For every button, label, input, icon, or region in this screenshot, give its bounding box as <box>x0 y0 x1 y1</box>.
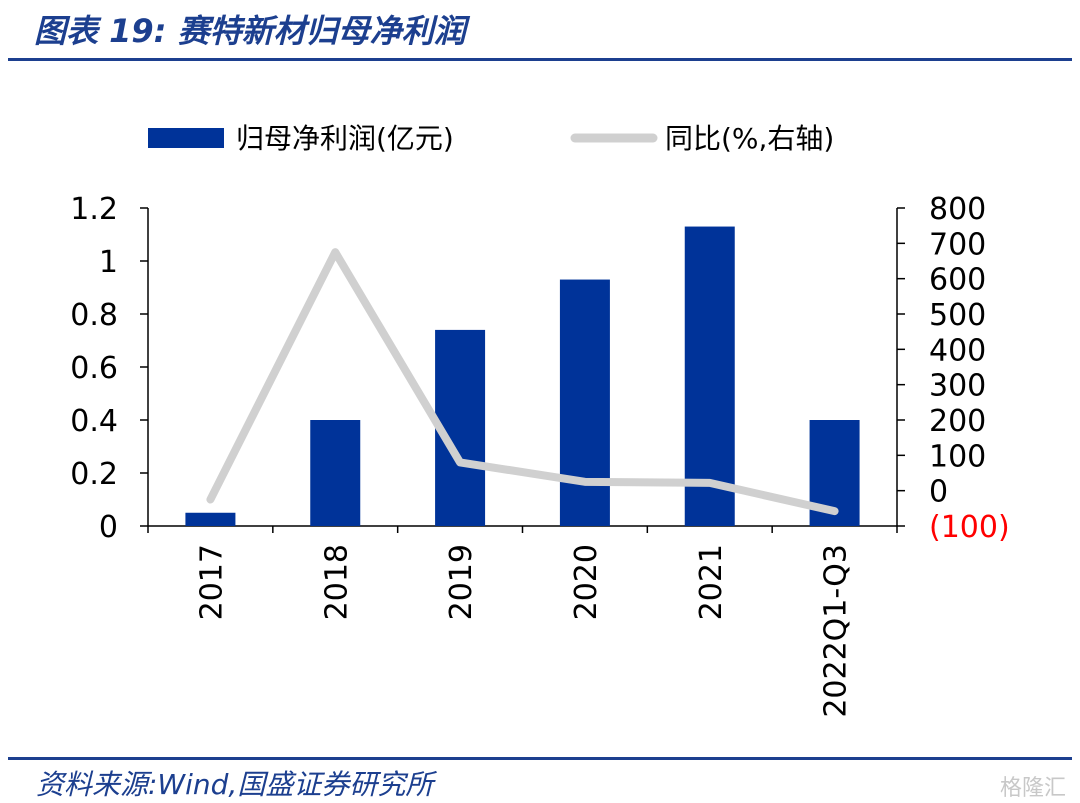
legend: 归母净利润(亿元) 同比(%,右轴) <box>148 122 834 155</box>
left-axis-tick-label: 0 <box>99 510 118 545</box>
legend-label-bar: 归母净利润(亿元) <box>236 122 454 155</box>
source-note: 资料来源:Wind,国盛证券研究所 <box>36 768 434 801</box>
left-axis-tick-label: 1 <box>99 245 118 280</box>
right-axis-tick-label: 400 <box>929 333 986 368</box>
x-tick-label: 2020 <box>569 544 604 620</box>
right-axis-tick-label: 300 <box>929 369 986 404</box>
right-axis-tick-label: (100) <box>929 510 1010 545</box>
x-tick-label: 2021 <box>694 544 729 620</box>
left-axis-tick-label: 0.6 <box>70 351 118 386</box>
left-axis-tick-label: 1.2 <box>70 192 118 227</box>
left-axis-tick-label: 0.4 <box>70 404 118 439</box>
line-point <box>834 510 836 512</box>
watermark: 格隆汇 <box>999 776 1066 801</box>
legend-swatch-bar <box>148 128 224 148</box>
x-tick-label: 2018 <box>319 544 354 620</box>
bar <box>310 420 361 526</box>
line-point <box>209 499 211 500</box>
right-axis-tick-label: 700 <box>929 227 986 262</box>
right-axis-tick-label: 600 <box>929 263 986 298</box>
yoy-line <box>206 248 839 516</box>
right-axis-tick-label: 500 <box>929 298 986 333</box>
line-point <box>459 461 461 463</box>
line-point <box>334 251 336 253</box>
right-axis-tick-label: 0 <box>929 475 948 510</box>
chart: 归母净利润(亿元) 同比(%,右轴) 0 0.2 0.4 0.6 0.8 1 1.2 (100)… <box>70 122 1009 718</box>
right-axis-tick-label: 800 <box>929 192 986 227</box>
footer-divider <box>8 757 1072 760</box>
line-point <box>584 481 586 483</box>
x-tick-label: 2017 <box>194 544 229 620</box>
title-divider <box>8 58 1072 61</box>
line-series <box>206 248 839 516</box>
x-tick-label: 2019 <box>444 544 479 620</box>
bar <box>185 512 236 526</box>
bar-series <box>185 226 860 527</box>
x-tick-labels: 2017 2018 2019 2020 2021 2022Q1-Q3 <box>194 544 853 718</box>
left-axis-tick-label: 0.8 <box>70 298 118 333</box>
right-axis-tick-label: 200 <box>929 404 986 439</box>
axes: 00.20.40.60.811.2(100)010020030040050060… <box>70 192 1009 545</box>
bar <box>684 226 735 527</box>
legend-label-line: 同比(%,右轴) <box>665 122 834 155</box>
x-tick-label: 2022Q1-Q3 <box>819 544 854 718</box>
line-point <box>709 482 711 484</box>
figure-title: 图表 19: 赛特新材归母净利润 <box>34 12 466 50</box>
bar <box>559 279 610 526</box>
left-axis-tick-label: 0.2 <box>70 457 118 492</box>
right-axis-tick-label: 100 <box>929 439 986 474</box>
